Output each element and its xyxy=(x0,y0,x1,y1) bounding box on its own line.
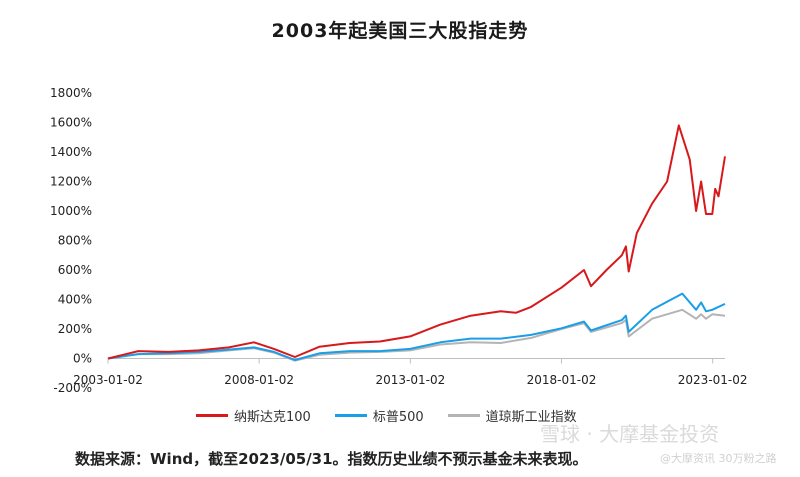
x-tick-label: 2013-01-02 xyxy=(375,373,445,387)
y-tick-label: 0% xyxy=(73,352,92,366)
y-axis: -200% 0% 200% 400% 600% 800% 1000% 1200% 1400% 16… xyxy=(50,86,92,395)
legend-label: 标普500 xyxy=(372,410,424,425)
legend-label: 纳斯达克100 xyxy=(234,410,311,425)
legend-label: 道琼斯工业指数 xyxy=(485,410,577,425)
y-tick-label: 1200% xyxy=(50,175,92,189)
y-tick-label: -200% xyxy=(53,381,92,395)
x-tick-label: 2023-01-02 xyxy=(678,373,748,387)
legend-item: 标普500 xyxy=(334,406,424,425)
x-axis: 2003-01-02 2008-01-02 2013-01-02 2018-01-02… xyxy=(73,358,748,387)
legend-swatch xyxy=(196,414,228,417)
y-tick-label: 800% xyxy=(58,234,92,248)
y-tick-label: 1800% xyxy=(50,86,92,100)
y-tick-label: 600% xyxy=(58,263,92,277)
legend: 纳斯达克100 标普500 道琼斯工业指数 xyxy=(196,406,577,425)
y-tick-label: 200% xyxy=(58,322,92,336)
series-line-1 xyxy=(107,124,726,360)
y-tick-label: 1600% xyxy=(50,116,92,130)
series-line-2 xyxy=(107,292,726,361)
chart-title: 2003年起美国三大股指走势 xyxy=(271,20,529,42)
x-tick-label: 2018-01-02 xyxy=(527,373,597,387)
series-layer xyxy=(107,124,726,362)
source-note: 数据来源：Wind，截至2023/05/31。指数历史业绩不预示基金未来表现。 xyxy=(75,450,588,468)
y-tick-label: 1000% xyxy=(50,204,92,218)
legend-item: 道琼斯工业指数 xyxy=(447,406,577,425)
x-tick-label: 2003-01-02 xyxy=(73,373,143,387)
legend-item: 纳斯达克100 xyxy=(196,406,311,425)
legend-swatch xyxy=(334,414,367,417)
legend-swatch xyxy=(447,414,480,417)
x-tick-label: 2008-01-02 xyxy=(224,373,294,387)
y-tick-label: 400% xyxy=(58,293,92,307)
series-line-3 xyxy=(107,308,726,362)
y-tick-label: 1400% xyxy=(50,145,92,159)
